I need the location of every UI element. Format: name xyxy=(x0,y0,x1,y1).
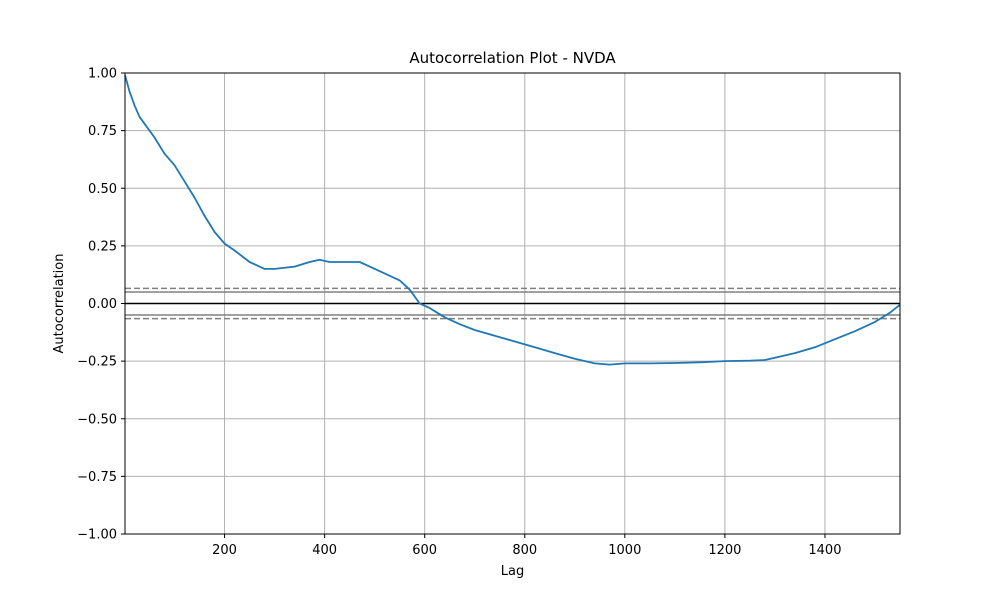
x-tick-label: 1400 xyxy=(808,543,841,558)
x-tick-label: 1000 xyxy=(608,543,641,558)
y-axis-label: Autocorrelation xyxy=(52,254,67,354)
x-tick-label: 400 xyxy=(312,543,337,558)
y-tick-label: −0.50 xyxy=(77,412,117,427)
y-tick-label: −1.00 xyxy=(77,528,117,543)
y-axis-ticks: −1.00 −0.75 −0.50 −0.25 0.00 0.25 0.50 0.75 1.00 xyxy=(77,67,125,543)
x-axis-label: Lag xyxy=(501,564,524,579)
chart-title: Autocorrelation Plot - NVDA xyxy=(409,49,616,67)
autocorrelation-series-line xyxy=(124,75,901,366)
x-tick-label: 1200 xyxy=(708,543,741,558)
y-tick-label: 0.00 xyxy=(88,297,117,312)
x-tick-label: 600 xyxy=(412,543,437,558)
y-tick-label: 0.25 xyxy=(88,239,117,254)
y-tick-label: 1.00 xyxy=(88,67,117,82)
x-tick-label: 800 xyxy=(512,543,537,558)
confidence-band-lines xyxy=(125,287,900,320)
x-axis-ticks: 200 400 600 800 1000 1200 1400 xyxy=(212,534,841,558)
series-lines xyxy=(124,75,901,366)
x-tick-label: 200 xyxy=(212,543,237,558)
y-tick-label: 0.50 xyxy=(88,182,117,197)
y-tick-label: −0.25 xyxy=(77,355,117,370)
y-tick-label: −0.75 xyxy=(77,470,117,485)
y-tick-label: 0.75 xyxy=(88,124,117,139)
